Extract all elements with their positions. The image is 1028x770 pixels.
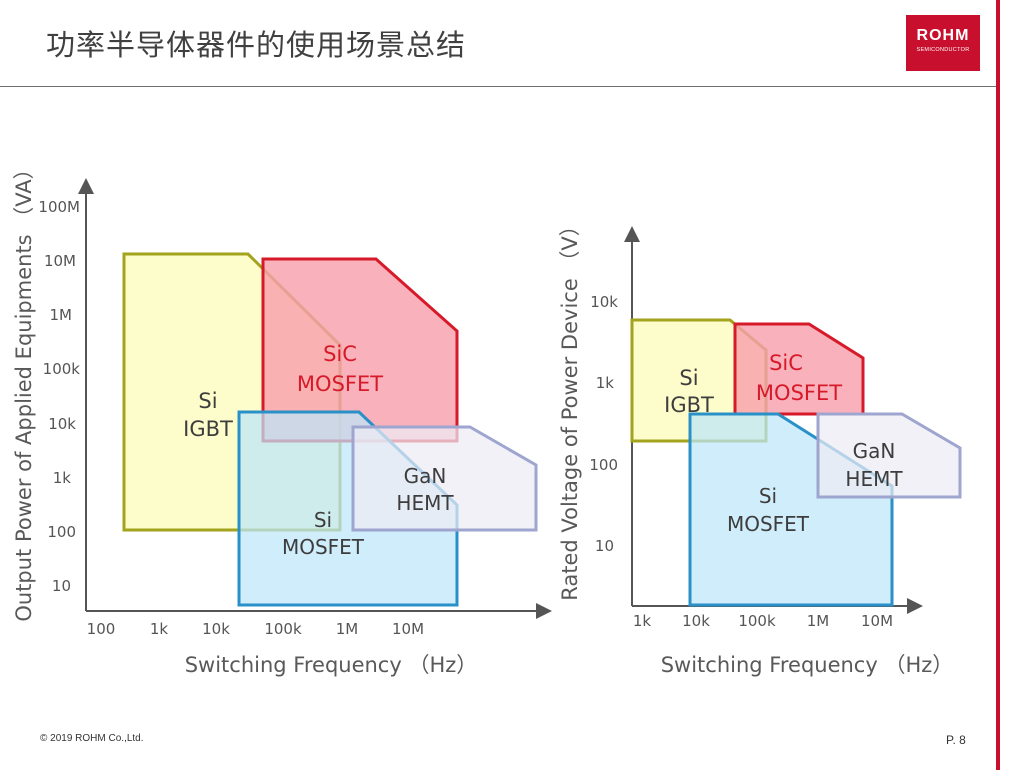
d2-si-igbt-label-2: IGBT (664, 393, 714, 417)
d1-y-tick: 100M (38, 198, 80, 216)
d2-x-ticks: 1k 10k 100k 1M 10M (633, 612, 893, 630)
d1-si-igbt-label-2: IGBT (183, 417, 233, 441)
d2-x-tick: 100k (738, 612, 776, 630)
d1-y-tick: 10 (52, 577, 71, 595)
d1-y-ticks: 100M 10M 1M 100k 10k 1k 100 10 (38, 198, 80, 595)
d1-gan-hemt-region (351, 425, 538, 532)
d2-x-tick: 1k (633, 612, 652, 630)
d2-y-axis-title: Rated Voltage of Power Device （V） (558, 215, 582, 601)
d1-si-igbt-label-1: Si (198, 389, 217, 413)
d2-x-tick: 1M (807, 612, 830, 630)
d2-gan-hemt-region (816, 412, 962, 499)
d2-x-tick: 10M (861, 612, 893, 630)
d1-y-tick: 1M (50, 306, 73, 324)
d1-x-tick: 100k (264, 620, 302, 638)
device-application-diagrams: Si IGBT SiC MOSFET GaN HEMT Si MOSFET 10… (12, 158, 962, 677)
diagram-output-power: Si IGBT SiC MOSFET GaN HEMT Si MOSFET 10… (12, 158, 552, 677)
page-number: P. 8 (946, 733, 966, 747)
d1-x-ticks: 100 1k 10k 100k 1M 10M (87, 620, 424, 638)
d1-gan-hemt-label-2: HEMT (396, 491, 454, 515)
d1-x-tick: 1M (336, 620, 359, 638)
d1-x-tick: 1k (150, 620, 169, 638)
d2-y-tick: 1k (596, 374, 615, 392)
d1-x-tick: 10M (392, 620, 424, 638)
d1-y-tick: 100 (47, 523, 76, 541)
d1-y-axis-title: Output Power of Applied Equipments （VA） (12, 158, 36, 621)
d1-y-tick: 10M (44, 252, 76, 270)
d1-y-tick: 1k (53, 469, 72, 487)
logo-wordmark: ROHM (916, 27, 970, 44)
d2-x-tick: 10k (682, 612, 710, 630)
copyright-notice: © 2019 ROHM Co.,Ltd. (40, 733, 144, 744)
d1-y-tick: 100k (43, 360, 81, 378)
d1-x-tick: 10k (202, 620, 230, 638)
d1-gan-hemt-label-1: GaN (404, 464, 447, 488)
d1-si-mosfet-label-2: MOSFET (282, 535, 365, 559)
d1-x-axis-title: Switching Frequency （Hz） (185, 653, 478, 677)
d2-y-ticks: 10k 1k 100 10 (589, 293, 618, 555)
d2-sic-mosfet-region (733, 322, 865, 416)
d2-gan-hemt-label-2: HEMT (845, 467, 903, 491)
d1-sic-mosfet-label-2: MOSFET (297, 372, 383, 396)
d2-sic-mosfet-label-2: MOSFET (756, 381, 842, 405)
d2-sic-mosfet-label-1: SiC (769, 351, 803, 375)
d1-y-tick: 10k (48, 415, 76, 433)
d2-si-mosfet-label-2: MOSFET (727, 512, 810, 536)
logo-subtitle: SEMICONDUCTOR (916, 47, 970, 53)
page-title: 功率半导体器件的使用场景总结 (46, 28, 467, 62)
d2-y-tick: 10k (590, 293, 618, 311)
d1-sic-mosfet-label-1: SiC (323, 342, 357, 366)
d2-si-igbt-label-1: Si (679, 366, 698, 390)
header-divider (0, 86, 1000, 87)
d2-x-axis-title: Switching Frequency （Hz） (661, 653, 954, 677)
right-accent-bar (996, 0, 1000, 770)
d2-y-tick: 100 (589, 456, 618, 474)
d2-y-tick: 10 (595, 537, 614, 555)
rohm-logo: ROHM SEMICONDUCTOR (906, 15, 980, 71)
d1-si-mosfet-label-1: Si (314, 508, 332, 532)
d2-si-mosfet-label-1: Si (759, 484, 777, 508)
diagram-rated-voltage: Si IGBT SiC MOSFET GaN HEMT Si MOSFET 10… (558, 215, 962, 677)
d1-x-tick: 100 (87, 620, 116, 638)
d2-gan-hemt-label-1: GaN (853, 439, 896, 463)
